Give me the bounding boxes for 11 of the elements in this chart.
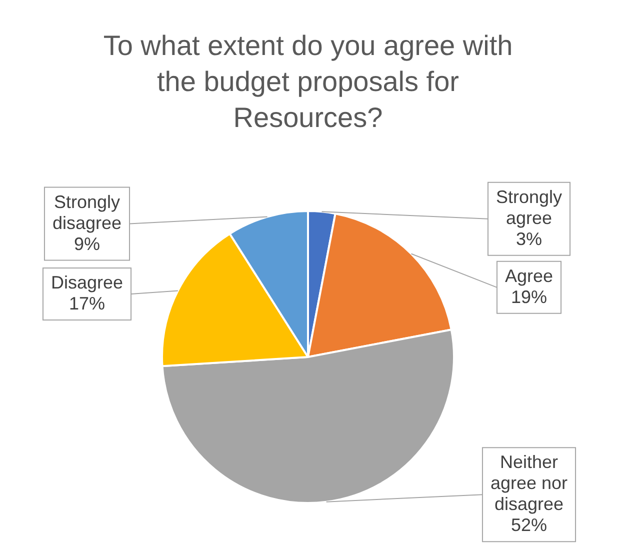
slice-label: Strongly agree bbox=[496, 186, 562, 228]
chart-title: To what extent do you agree with the budget proposals for Resources? bbox=[102, 29, 514, 135]
data-label: 17% bbox=[68, 294, 106, 314]
slice-label: Neither agree nor disagree bbox=[490, 452, 568, 514]
data-label: 52% bbox=[510, 515, 548, 536]
data-label: 3% bbox=[516, 228, 542, 249]
data-label: 9% bbox=[74, 234, 100, 254]
slice-label: Agree bbox=[504, 266, 554, 286]
slice-label: Disagree bbox=[50, 272, 124, 292]
data-label: 19% bbox=[510, 286, 548, 307]
slice-label: Strongly disagree bbox=[52, 192, 122, 233]
